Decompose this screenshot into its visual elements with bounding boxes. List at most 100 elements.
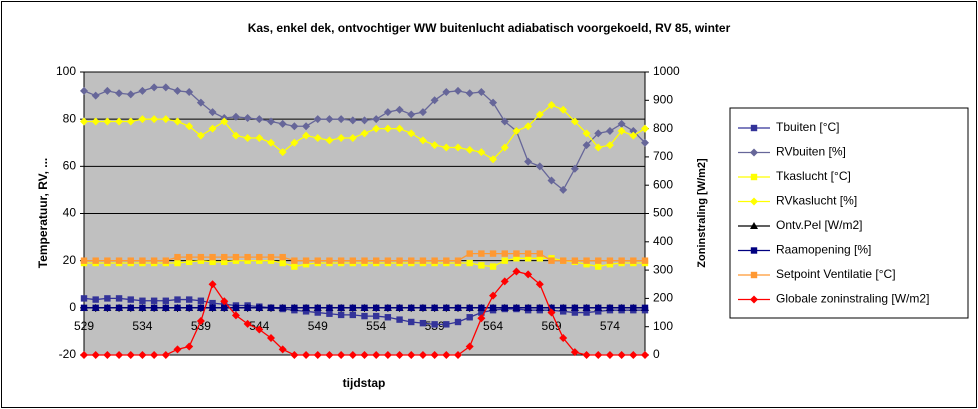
data-point [360,116,369,125]
legend-label: Tbuiten [°C] [776,120,840,134]
data-point [80,304,88,312]
data-point [161,115,170,124]
data-point [267,334,275,343]
data-point [629,351,638,359]
data-point [489,263,497,270]
data-point [232,304,240,312]
data-point [570,117,579,126]
data-point [512,126,521,135]
data-point [536,255,544,262]
data-point [477,314,486,323]
data-point [559,105,568,114]
data-point [173,86,182,95]
data-point [138,351,147,359]
data-point [454,86,462,95]
data-point [418,108,427,117]
data-point [208,108,217,117]
data-point [244,253,251,261]
data-point [104,304,111,312]
data-point [478,250,485,257]
data-point [489,155,498,164]
data-point [221,258,228,266]
y-tick-label: 0 [69,300,76,314]
data-point [419,319,427,327]
data-point [139,304,146,312]
legend-marker [750,247,758,254]
data-point [256,257,263,264]
data-point [348,116,357,125]
data-point [524,122,533,131]
data-point [348,351,357,359]
data-point [547,176,556,185]
data-point [360,129,369,138]
data-point [605,351,614,359]
data-point [80,117,88,126]
x-tick-label: 554 [366,319,386,333]
data-point [443,304,450,312]
data-point [221,253,228,261]
data-point [594,351,603,359]
data-point [617,126,626,135]
data-point [419,304,427,312]
data-point [185,88,194,97]
data-point [454,304,462,312]
data-point [103,86,112,95]
data-point [524,270,533,279]
data-point [559,257,567,264]
data-point [337,351,346,359]
data-point [267,304,275,312]
data-point [466,314,473,321]
data-point [454,143,462,152]
data-point [361,312,368,320]
data-point [256,304,263,312]
data-point [185,342,194,351]
data-point [489,291,498,300]
y-tick-label: -20 [59,347,77,361]
data-point [196,131,205,140]
data-point [302,122,311,131]
legend-label: RVbuiten [%] [776,145,846,159]
data-point [115,351,124,359]
data-point [443,257,450,264]
y-tick-label: 100 [56,64,76,78]
data-point [630,257,637,264]
data-point [174,296,181,303]
data-point [465,342,474,351]
data-point [595,308,602,315]
data-point [618,304,625,312]
y-tick-label: 80 [63,111,77,125]
legend-label: Setpoint Ventilatie [°C] [776,267,896,281]
data-point [290,351,299,359]
data-point [91,91,100,100]
data-point [209,253,216,261]
data-point [524,255,532,262]
data-point [302,304,310,312]
data-point [372,304,380,312]
data-point [372,312,380,320]
data-point [430,141,439,150]
data-point [395,124,404,133]
data-point [209,258,216,266]
data-point [197,297,205,304]
x-tick-label: 534 [132,319,152,333]
y2-tick-label: 700 [653,149,673,163]
data-point [478,262,485,269]
data-point [641,124,649,133]
data-point [383,124,392,133]
data-point [595,257,602,264]
data-point [139,297,146,304]
legend-marker [750,197,758,206]
data-point [243,134,252,143]
data-point [430,96,439,105]
data-point [383,351,392,359]
data-point [372,115,381,124]
data-point [536,304,544,312]
data-point [127,296,134,303]
data-point [547,308,556,317]
data-point [103,351,112,359]
data-point [313,115,322,124]
data-point [161,351,170,359]
data-point [255,115,264,124]
data-point [466,259,473,267]
data-point [594,129,603,138]
